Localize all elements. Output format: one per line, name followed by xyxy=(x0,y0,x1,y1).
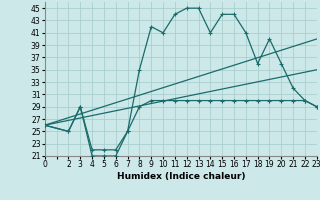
X-axis label: Humidex (Indice chaleur): Humidex (Indice chaleur) xyxy=(116,172,245,181)
